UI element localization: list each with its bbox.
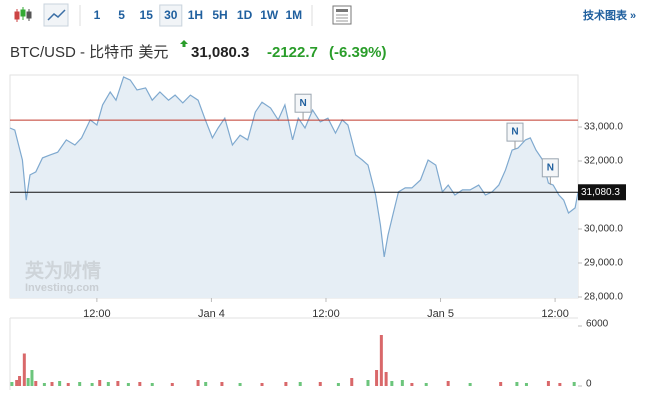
price-line bbox=[9, 76, 579, 258]
area-icon bbox=[47, 9, 66, 21]
interval-button[interactable]: 1H bbox=[188, 8, 203, 22]
last-price-tag bbox=[578, 184, 626, 201]
last-price: 31,080.3 bbox=[191, 44, 249, 61]
interval-button[interactable]: 5 bbox=[118, 8, 125, 22]
volume-bar bbox=[116, 381, 120, 386]
volume-bar bbox=[400, 380, 404, 386]
interval-button[interactable]: 1 bbox=[94, 8, 101, 22]
x-tick-label: Jan 5 bbox=[427, 308, 454, 320]
volume-bar bbox=[26, 378, 30, 386]
interval-button[interactable]: 30 bbox=[164, 8, 178, 22]
annotation-label: N bbox=[511, 127, 518, 138]
volume-bar bbox=[572, 382, 576, 386]
y-tick-label: 33,000.0 bbox=[584, 122, 623, 133]
candle-icon[interactable] bbox=[14, 7, 32, 22]
volume-bar bbox=[98, 380, 102, 386]
settings-icon[interactable] bbox=[332, 5, 352, 25]
x-tick-label: 12:00 bbox=[541, 308, 569, 320]
tech-chart-link[interactable]: 技术图表 » bbox=[583, 8, 636, 22]
volume-bar bbox=[42, 383, 46, 386]
volume-bar bbox=[468, 383, 472, 386]
y-tick-label: 28,000.0 bbox=[584, 292, 623, 303]
interval-button[interactable]: 15 bbox=[140, 8, 154, 22]
x-tick-label: 12:00 bbox=[83, 308, 111, 320]
annotation-box[interactable] bbox=[294, 93, 312, 113]
volume-bar bbox=[220, 382, 224, 386]
volume-bar bbox=[150, 383, 154, 386]
volume-bar bbox=[204, 382, 208, 386]
volume-tick-label: 6000 bbox=[586, 319, 609, 330]
volume-bar bbox=[106, 382, 110, 386]
volume-bar bbox=[410, 383, 414, 386]
volume-bar bbox=[50, 382, 54, 386]
area-fill bbox=[10, 77, 578, 298]
watermark-cn: 英为财情 bbox=[25, 259, 101, 282]
y-tick-label: 32,000.0 bbox=[584, 156, 623, 167]
volume-bar bbox=[375, 370, 379, 386]
volume-bar bbox=[58, 381, 62, 386]
volume-bar bbox=[318, 382, 322, 386]
volume-bar bbox=[499, 382, 503, 386]
change-pct: (-6.39%) bbox=[329, 44, 387, 61]
volume-bar bbox=[78, 382, 82, 386]
volume-bar bbox=[90, 383, 94, 386]
annotation-box[interactable] bbox=[506, 122, 524, 142]
volume-bar bbox=[138, 382, 142, 386]
volume-bar bbox=[66, 383, 70, 386]
volume-bar bbox=[126, 383, 130, 386]
volume-bar bbox=[15, 380, 19, 386]
interval-button[interactable]: 1W bbox=[260, 8, 279, 22]
volume-bar bbox=[390, 381, 394, 386]
x-tick-label: Jan 4 bbox=[198, 308, 225, 320]
change: -2122.7 bbox=[267, 44, 318, 61]
volume-bar bbox=[524, 383, 528, 386]
volume-bar bbox=[30, 370, 34, 386]
volume-bar bbox=[18, 376, 22, 386]
active-interval-box[interactable] bbox=[159, 4, 183, 27]
volume-bar bbox=[284, 382, 288, 386]
volume-bar bbox=[350, 378, 354, 386]
volume-bar bbox=[34, 381, 38, 386]
volume-bar bbox=[384, 372, 388, 386]
volume-bar bbox=[379, 335, 383, 386]
volume-bar bbox=[515, 382, 519, 386]
y-tick-label: 30,000.0 bbox=[584, 224, 623, 235]
annotation-box[interactable] bbox=[541, 158, 559, 178]
symbol: BTC/USD - 比特币 美元 bbox=[10, 44, 168, 61]
volume-bar bbox=[238, 383, 242, 386]
volume-bar bbox=[446, 381, 450, 386]
interval-button[interactable]: 5H bbox=[212, 8, 227, 22]
volume-tick-label: 0 bbox=[586, 379, 592, 390]
volume-bar bbox=[366, 380, 370, 386]
last-price-tag-label: 31,080.3 bbox=[581, 187, 620, 198]
up-arrow bbox=[180, 40, 188, 47]
volume-bar bbox=[558, 383, 562, 386]
volume-bar bbox=[10, 382, 14, 386]
volume-bar bbox=[170, 383, 174, 386]
watermark-en: Investing.com bbox=[25, 282, 99, 294]
interval-button[interactable]: 1M bbox=[285, 8, 302, 22]
volume-bar bbox=[298, 382, 302, 386]
volume-bar bbox=[546, 381, 550, 386]
volume-bar bbox=[260, 383, 264, 386]
volume-bar bbox=[424, 383, 428, 386]
y-tick-label: 29,000.0 bbox=[584, 258, 623, 269]
volume-bar bbox=[336, 383, 340, 386]
annotation-label: N bbox=[299, 98, 306, 109]
volume-bar bbox=[22, 353, 26, 386]
x-tick-label: 12:00 bbox=[312, 308, 340, 320]
interval-button[interactable]: 1D bbox=[237, 8, 253, 22]
volume-bar bbox=[196, 380, 200, 386]
annotation-label: N bbox=[547, 162, 554, 173]
